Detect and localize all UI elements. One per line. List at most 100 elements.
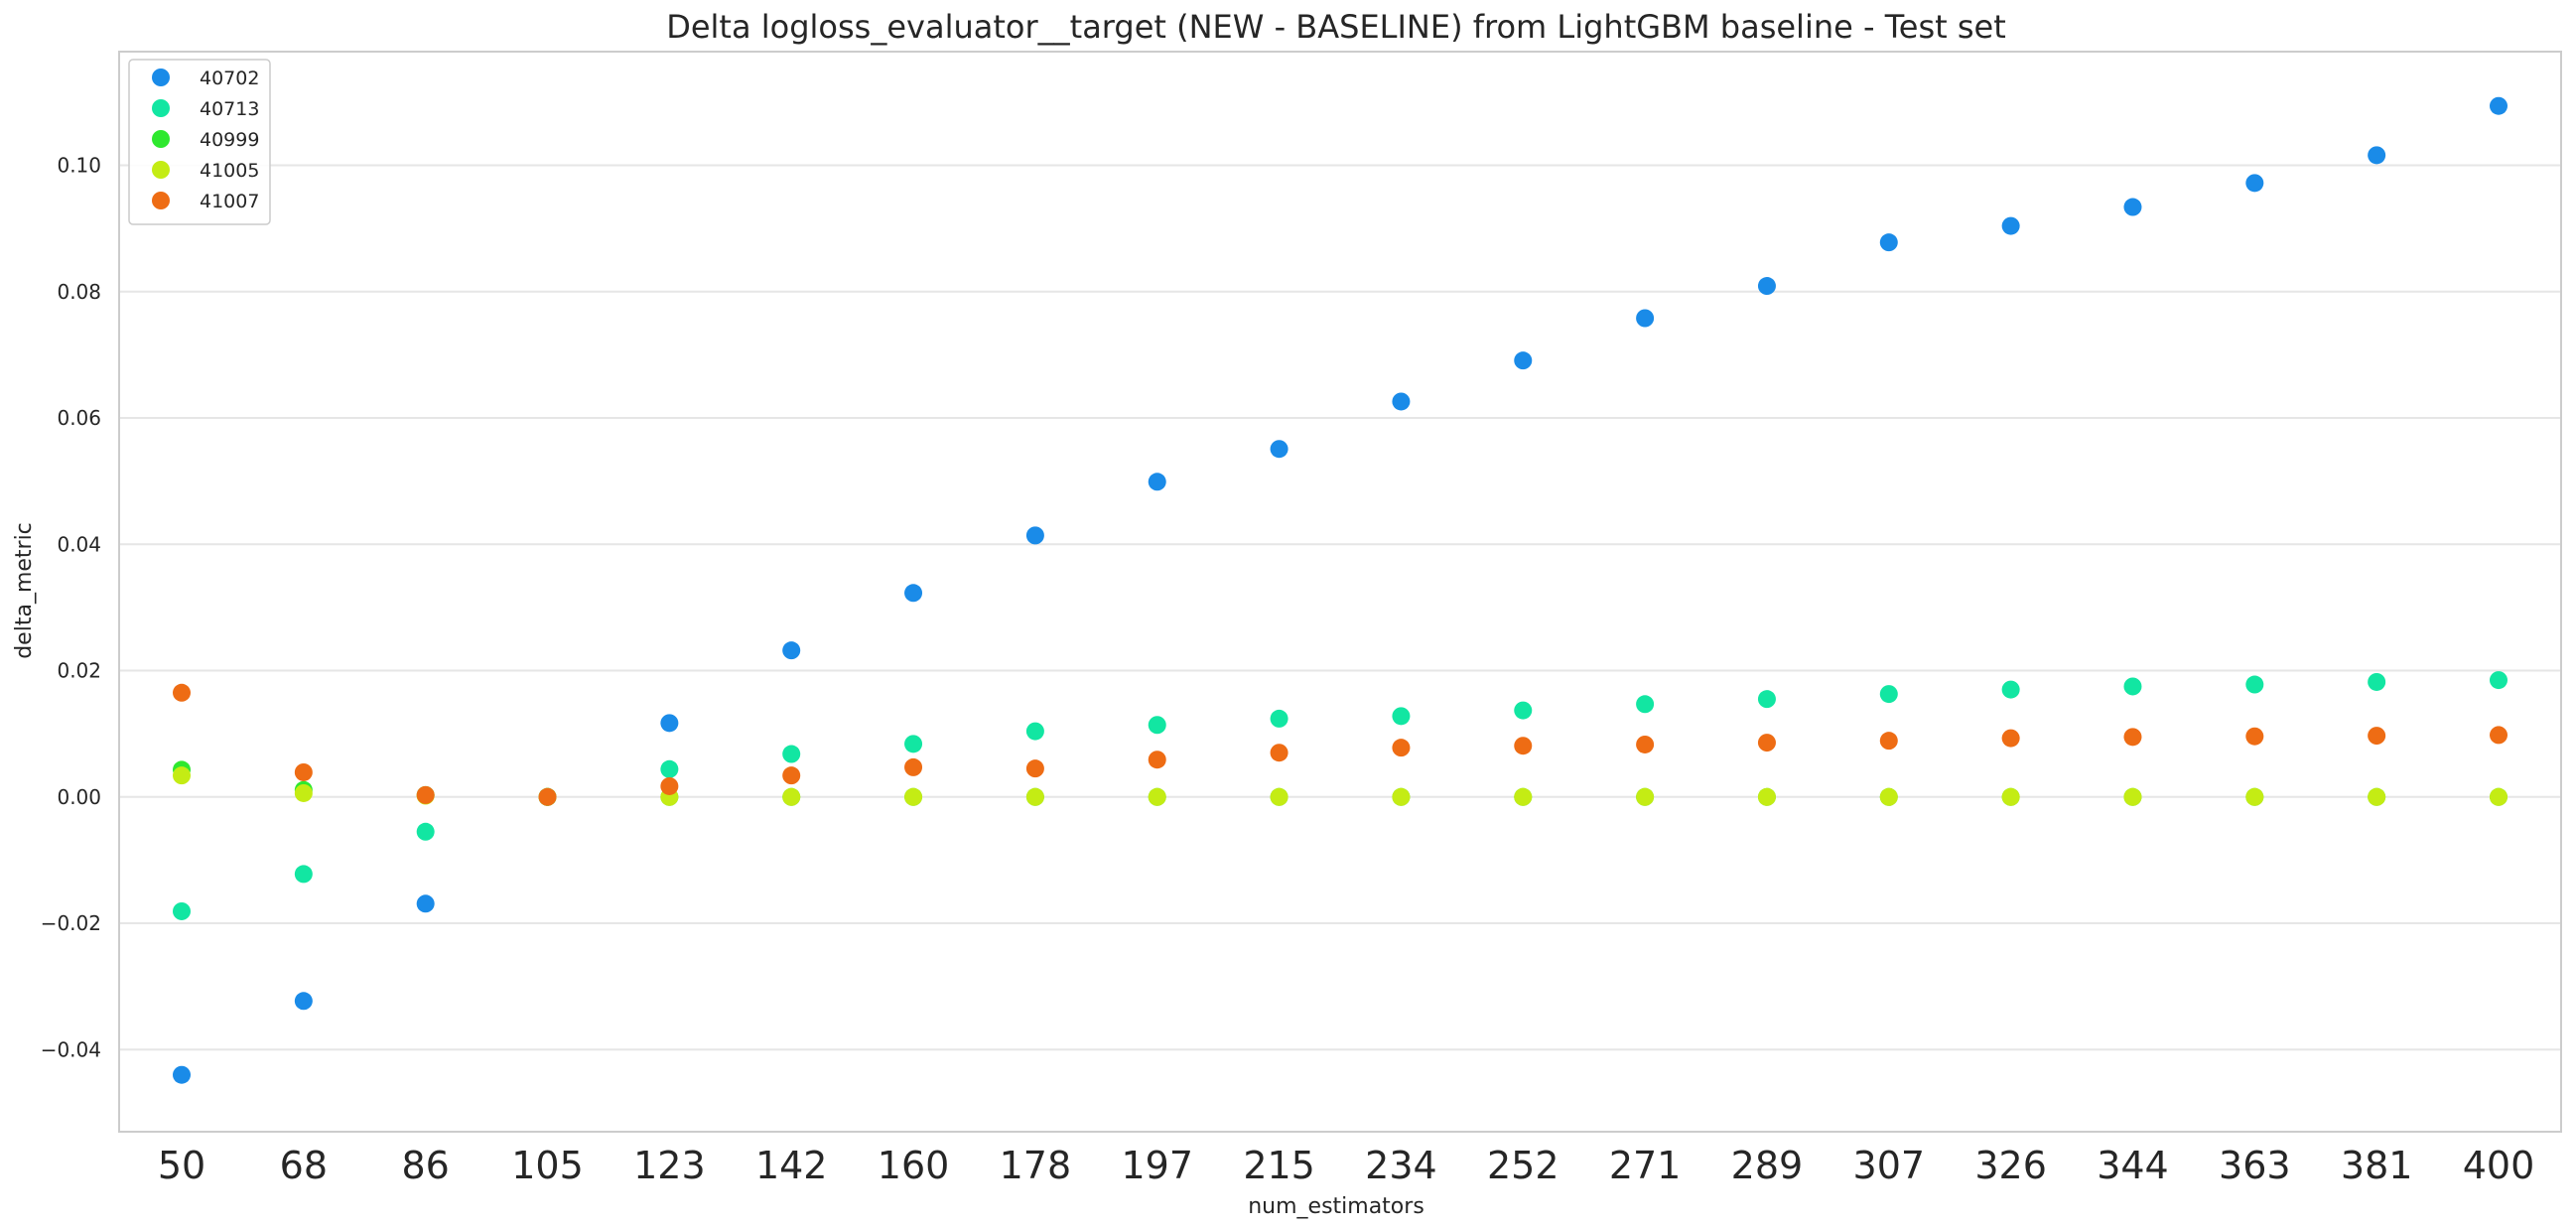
point-40702 xyxy=(416,894,435,913)
point-41007 xyxy=(1514,737,1533,755)
y-tick-label: 0.06 xyxy=(57,406,101,430)
point-40713 xyxy=(2490,671,2508,690)
point-41007 xyxy=(2490,726,2508,745)
point-40702 xyxy=(2123,198,2142,216)
point-41007 xyxy=(2123,728,2142,747)
x-tick-label: 381 xyxy=(2341,1144,2413,1187)
point-40713 xyxy=(2123,677,2142,696)
x-tick-label: 68 xyxy=(280,1144,328,1187)
point-41007 xyxy=(1148,751,1166,769)
point-41005 xyxy=(1757,787,1776,806)
point-41007 xyxy=(904,757,923,776)
point-40702 xyxy=(1148,473,1166,491)
point-41005 xyxy=(782,787,801,806)
point-41007 xyxy=(660,776,679,795)
point-40713 xyxy=(904,735,923,753)
point-41007 xyxy=(416,785,435,804)
legend-marker xyxy=(152,161,170,179)
legend-label: 40999 xyxy=(200,129,259,151)
point-40713 xyxy=(416,822,435,841)
x-axis-label: num_estimators xyxy=(1248,1194,1424,1219)
x-tick-label: 363 xyxy=(2219,1144,2291,1187)
y-tick-label: 0.00 xyxy=(57,785,101,809)
legend-marker xyxy=(152,192,170,209)
legend-marker xyxy=(152,130,170,148)
point-41007 xyxy=(1270,744,1288,762)
x-tick-label: 326 xyxy=(1974,1144,2047,1187)
x-tick-label: 307 xyxy=(1853,1144,1926,1187)
point-40713 xyxy=(1270,709,1288,728)
point-41005 xyxy=(173,766,191,785)
x-tick-label: 344 xyxy=(2097,1144,2169,1187)
point-40713 xyxy=(1025,722,1044,741)
point-41007 xyxy=(1636,735,1655,753)
point-40702 xyxy=(2368,146,2386,165)
legend-label: 40702 xyxy=(200,68,259,89)
point-41005 xyxy=(1025,787,1044,806)
point-41005 xyxy=(1392,787,1411,806)
point-41007 xyxy=(173,683,191,702)
gridlines xyxy=(119,164,2561,1051)
x-tick-label: 178 xyxy=(1000,1144,1072,1187)
y-tick-label: 0.08 xyxy=(57,280,101,304)
x-tick-labels: 50 68 86 105 123 142 160 178 197 215 234 252 271 289 3… xyxy=(158,1144,2534,1187)
point-40713 xyxy=(2001,680,2020,699)
point-40713 xyxy=(1757,690,1776,709)
x-tick-label: 50 xyxy=(158,1144,205,1187)
point-41007 xyxy=(2245,727,2264,746)
point-41005 xyxy=(1879,787,1898,806)
plot-frame xyxy=(118,51,2562,1133)
point-40713 xyxy=(1636,695,1655,714)
x-tick-label: 160 xyxy=(878,1144,950,1187)
point-40713 xyxy=(294,865,313,884)
point-40702 xyxy=(1757,277,1776,296)
legend: 40702 40713 40999 41005 41007 xyxy=(128,59,271,225)
point-41005 xyxy=(1636,787,1655,806)
point-41007 xyxy=(1757,734,1776,752)
point-40702 xyxy=(294,992,313,1011)
point-41005 xyxy=(2001,787,2020,806)
point-41007 xyxy=(1392,739,1411,757)
y-tick-labels: −0.04 −0.02 0.00 0.02 0.04 0.06 0.08 0.10 xyxy=(41,154,101,1062)
y-tick-label: −0.02 xyxy=(41,911,101,935)
point-40713 xyxy=(660,759,679,778)
point-40713 xyxy=(782,745,801,763)
point-41005 xyxy=(904,787,923,806)
point-41007 xyxy=(1025,759,1044,778)
point-41007 xyxy=(1879,732,1898,751)
point-41005 xyxy=(1514,787,1533,806)
y-tick-label: −0.04 xyxy=(41,1037,101,1061)
legend-marker xyxy=(152,99,170,117)
point-41007 xyxy=(294,762,313,781)
point-40702 xyxy=(2245,174,2264,193)
point-40702 xyxy=(1636,309,1655,328)
point-41005 xyxy=(1270,787,1288,806)
point-41007 xyxy=(2368,727,2386,746)
point-40713 xyxy=(173,901,191,920)
x-tick-label: 271 xyxy=(1609,1144,1682,1187)
x-tick-label: 400 xyxy=(2463,1144,2535,1187)
point-41005 xyxy=(1148,787,1166,806)
legend-label: 41007 xyxy=(200,191,259,212)
point-41005 xyxy=(294,783,313,802)
point-40702 xyxy=(173,1065,191,1084)
point-40702 xyxy=(1392,392,1411,411)
point-40702 xyxy=(1270,440,1288,459)
point-41007 xyxy=(782,766,801,785)
y-axis-label: delta_metric xyxy=(12,522,37,659)
point-40713 xyxy=(2245,675,2264,694)
point-41007 xyxy=(538,787,557,806)
point-40713 xyxy=(1514,701,1533,720)
x-tick-label: 123 xyxy=(633,1144,706,1187)
point-41005 xyxy=(2245,787,2264,806)
x-tick-label: 252 xyxy=(1487,1144,1559,1187)
x-tick-label: 86 xyxy=(402,1144,450,1187)
x-tick-label: 105 xyxy=(511,1144,584,1187)
point-40713 xyxy=(1148,716,1166,735)
x-tick-label: 142 xyxy=(755,1144,828,1187)
point-40702 xyxy=(782,641,801,660)
point-40702 xyxy=(2001,216,2020,235)
point-40702 xyxy=(904,584,923,603)
point-41005 xyxy=(2123,787,2142,806)
point-41007 xyxy=(2001,729,2020,748)
